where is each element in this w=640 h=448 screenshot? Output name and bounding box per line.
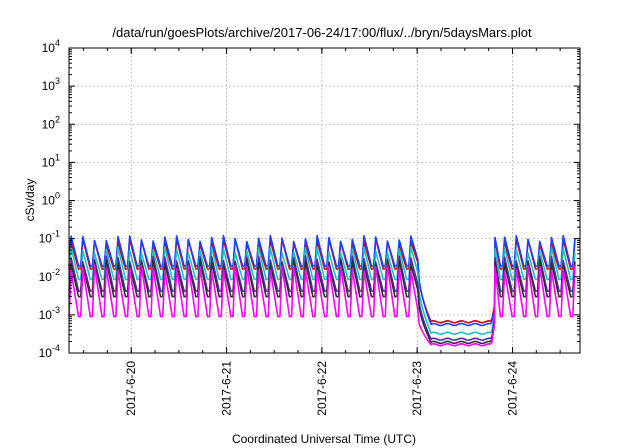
y-tick-label: 10-3 xyxy=(39,305,60,322)
x-axis-label: Coordinated Universal Time (UTC) xyxy=(232,432,416,446)
series-line-3 xyxy=(68,246,576,335)
chart-title: /data/run/goesPlots/archive/2017-06-24/1… xyxy=(112,25,532,40)
y-tick-label: 102 xyxy=(42,114,60,131)
x-tick-label: 2017-6-23 xyxy=(410,361,424,416)
y-tick-label: 10-4 xyxy=(39,343,60,360)
y-axis-label: cSv/day xyxy=(23,179,37,222)
series-line-1 xyxy=(68,237,576,324)
series-line-2 xyxy=(68,234,576,327)
y-tick-label: 10-1 xyxy=(39,229,60,246)
y-tick-label: 10-2 xyxy=(39,267,60,284)
x-axis: 2017-6-20 2017-6-21 2017-6-22 2017-6-23 2017… xyxy=(124,361,519,416)
x-tick-label: 2017-6-20 xyxy=(124,361,138,416)
y-tick-label: 101 xyxy=(42,152,60,169)
x-tick-label: 2017-6-21 xyxy=(220,361,234,416)
plot-area xyxy=(68,234,576,347)
series-line-5 xyxy=(68,258,576,345)
axis-ticks xyxy=(69,47,580,354)
series-line-4 xyxy=(68,255,576,341)
y-tick-label: 104 xyxy=(42,38,60,55)
x-tick-label: 2017-6-24 xyxy=(505,361,519,416)
x-tick-label: 2017-6-22 xyxy=(315,361,329,416)
y-tick-label: 100 xyxy=(42,191,60,208)
y-axis: 10-4 10-3 10-2 10-1 100 101 102 103 104 xyxy=(39,38,60,360)
series-line-6 xyxy=(68,264,576,347)
y-tick-label: 103 xyxy=(42,76,60,93)
